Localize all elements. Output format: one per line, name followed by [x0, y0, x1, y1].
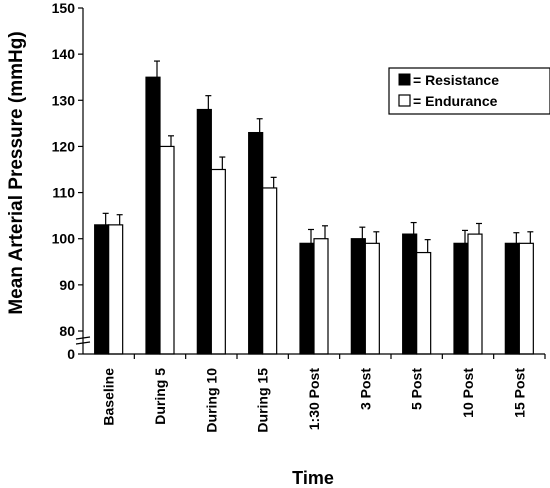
axis-break-mark-1	[75, 336, 91, 340]
bar-resistance	[145, 76, 161, 355]
y-tick-label: 80	[59, 323, 75, 339]
legend-label-resistance: = Resistance	[413, 72, 499, 88]
legend-swatch-endurance	[398, 94, 411, 107]
x-tick-label: 15 Post	[511, 368, 527, 418]
y-ticks-group: 0 80 90 100 110 120 130 140 150	[52, 0, 83, 362]
bar-resistance	[350, 238, 366, 355]
y-tick-label: 0	[67, 346, 75, 362]
bar-resistance	[402, 233, 418, 355]
bar-endurance	[159, 145, 175, 355]
bar-endurance	[416, 251, 432, 355]
y-axis-title: Mean Arterial Pressure (mmHg)	[6, 31, 27, 314]
bar-resistance	[453, 242, 469, 355]
x-ticks-group: Baseline During 5 During 10 During 15 1:30 P…	[101, 354, 546, 433]
bar-endurance	[108, 224, 124, 355]
x-axis-title: Time	[292, 468, 334, 488]
axis-break-mark-2	[75, 341, 91, 345]
y-tick-label: 110	[52, 185, 75, 201]
x-tick-label: 10 Post	[460, 368, 476, 418]
legend-swatch-resistance	[398, 73, 411, 86]
bar-resistance	[248, 131, 264, 355]
x-tick-label: During 10	[203, 368, 219, 433]
y-tick-label: 90	[59, 277, 75, 293]
y-tick-label: 100	[52, 231, 76, 247]
legend: = Resistance = Endurance	[388, 67, 550, 115]
x-tick-label: 3 Post	[357, 368, 373, 410]
y-tick-label: 130	[52, 92, 76, 108]
bar-endurance	[262, 187, 278, 355]
x-tick-label: 5 Post	[409, 368, 425, 410]
x-tick-label: Baseline	[101, 368, 117, 426]
axes-group	[75, 8, 545, 355]
bars-group	[94, 76, 534, 355]
bar-resistance	[94, 224, 110, 355]
bar-resistance	[196, 108, 212, 355]
x-tick-label: During 15	[255, 368, 271, 433]
y-tick-label: 120	[52, 138, 76, 154]
y-tick-label: 140	[52, 46, 76, 62]
bar-resistance	[504, 242, 520, 355]
bar-endurance	[210, 168, 226, 355]
error-bars-group	[102, 60, 534, 253]
x-tick-label: During 5	[152, 368, 168, 425]
bar-resistance	[299, 242, 315, 355]
bar-endurance	[467, 233, 483, 355]
legend-label-endurance: = Endurance	[413, 93, 498, 109]
y-tick-label: 150	[52, 0, 76, 16]
bar-endurance	[518, 242, 534, 355]
legend-box	[388, 67, 550, 115]
x-tick-label: 1:30 Post	[306, 368, 322, 431]
bar-endurance	[313, 238, 329, 355]
bar-endurance	[364, 242, 380, 355]
